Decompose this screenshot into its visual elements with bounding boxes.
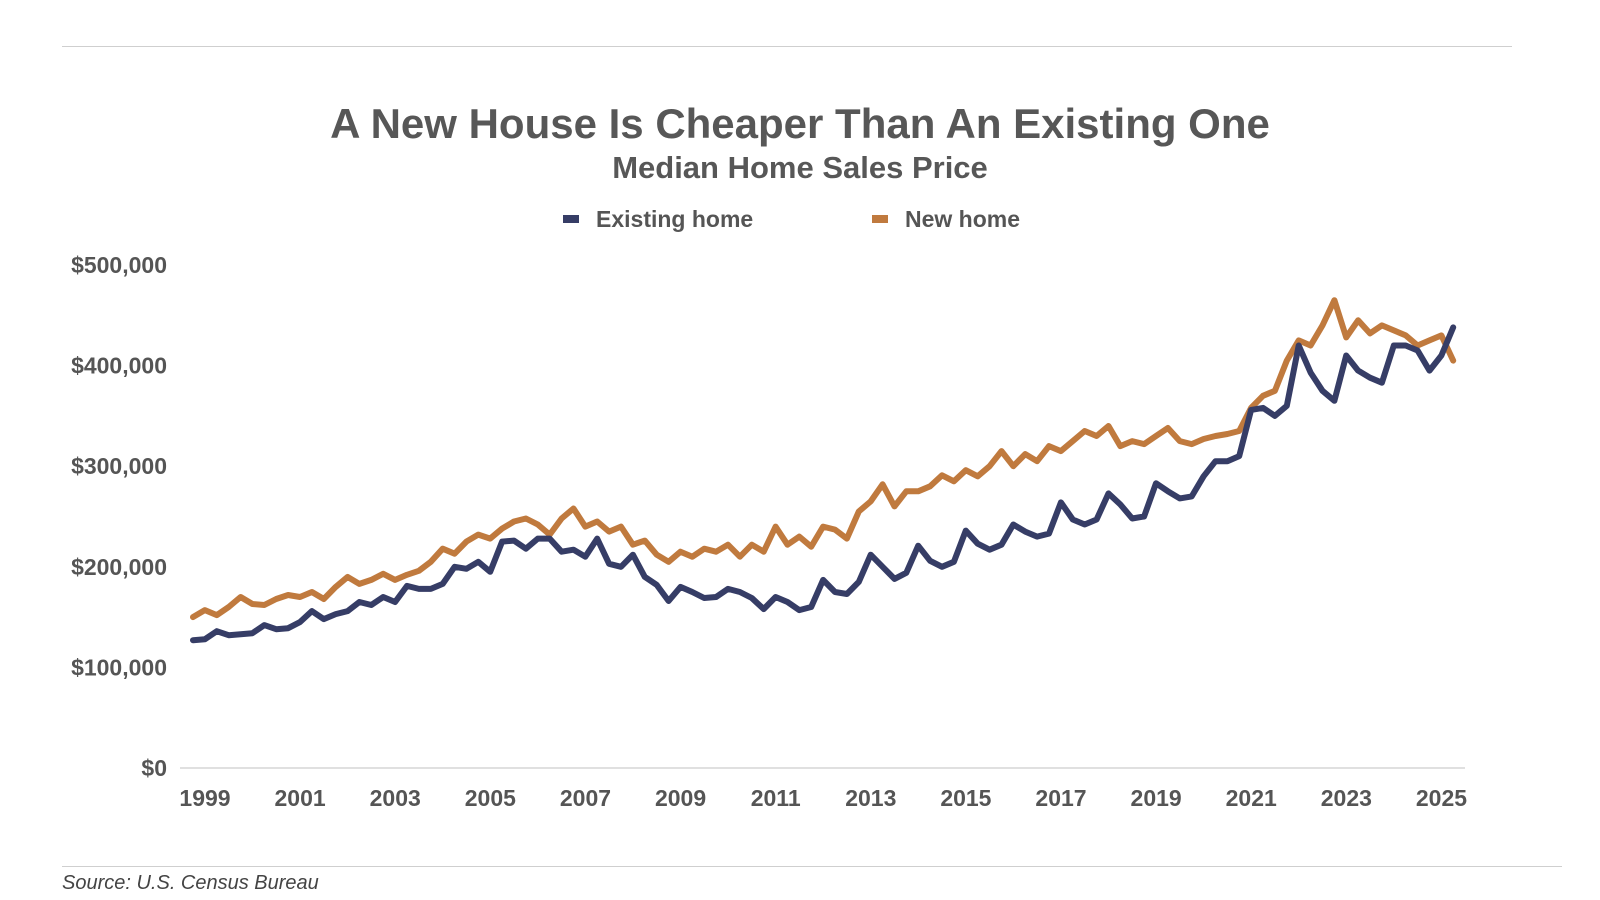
top-divider — [62, 46, 1512, 47]
x-tick-label: 2009 — [655, 785, 706, 811]
x-axis-ticks: 1999 2001 2003 2005 2007 2009 2011 2013 2015 2017… — [179, 785, 1467, 811]
y-tick-label: $500,000 — [71, 252, 167, 278]
legend: Existing home New home — [563, 206, 1020, 232]
source-note: Source: U.S. Census Bureau — [62, 872, 319, 894]
x-tick-label: 2011 — [751, 785, 801, 811]
x-tick-label: 2003 — [370, 785, 421, 811]
series-lines — [190, 297, 1457, 644]
legend-swatch-existing-home — [563, 215, 579, 223]
legend-label-new-home: New home — [905, 206, 1020, 232]
chart-title: A New House Is Cheaper Than An Existing … — [330, 100, 1270, 147]
y-tick-label: $400,000 — [71, 353, 167, 379]
x-tick-label: 2013 — [845, 785, 896, 811]
x-tick-label: 2021 — [1226, 785, 1277, 811]
chart-subtitle: Median Home Sales Price — [612, 150, 988, 185]
y-axis-ticks: $0 $100,000 $200,000 $300,000 $400,000 $500,0… — [71, 252, 167, 781]
x-tick-label: 2019 — [1131, 785, 1182, 811]
x-tick-label: 2025 — [1416, 785, 1467, 811]
y-tick-label: $300,000 — [71, 453, 167, 479]
x-tick-label: 1999 — [179, 785, 230, 811]
series-line-existing-home — [190, 324, 1457, 644]
legend-swatch-new-home — [872, 215, 888, 223]
y-tick-label: $100,000 — [71, 654, 167, 680]
x-tick-label: 2023 — [1321, 785, 1372, 811]
x-tick-label: 2017 — [1035, 785, 1086, 811]
series-line-new-home — [190, 297, 1457, 621]
x-tick-label: 2001 — [275, 785, 326, 811]
x-tick-label: 2005 — [465, 785, 516, 811]
legend-label-existing-home: Existing home — [596, 206, 753, 232]
x-tick-label: 2007 — [560, 785, 611, 811]
y-tick-label: $0 — [141, 755, 167, 781]
x-tick-label: 2015 — [940, 785, 991, 811]
bottom-divider — [62, 866, 1562, 867]
y-tick-label: $200,000 — [71, 554, 167, 580]
